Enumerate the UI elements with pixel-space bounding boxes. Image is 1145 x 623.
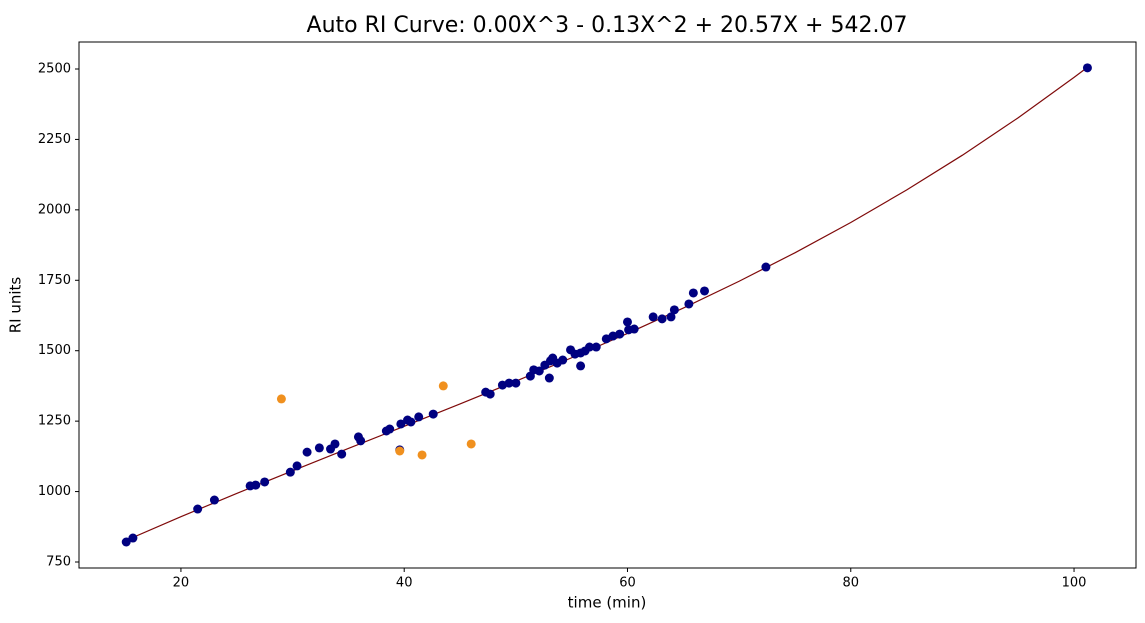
point (544, 373, 554, 383)
point (251, 480, 261, 490)
point (504, 378, 514, 388)
point (438, 381, 448, 391)
y-tick-label: 1500 (38, 343, 71, 358)
x-tick-label: 100 (1062, 576, 1087, 591)
point (615, 329, 625, 339)
x-tick-label: 80 (842, 576, 859, 591)
y-tick-label: 1250 (38, 414, 71, 429)
x-tick-label: 40 (396, 576, 413, 591)
point (121, 537, 131, 547)
point (591, 342, 601, 352)
point (558, 355, 568, 365)
point (417, 450, 427, 460)
y-tick-label: 2250 (38, 132, 71, 147)
point (209, 495, 219, 505)
point (302, 447, 312, 457)
y-tick-label: 2500 (38, 61, 71, 76)
point (395, 446, 405, 456)
chart-title: Auto RI Curve: 0.00X^3 - 0.13X^2 + 20.57… (307, 13, 908, 38)
point (485, 389, 495, 399)
y-tick-label: 1000 (38, 484, 71, 499)
point (314, 443, 324, 453)
point (629, 324, 639, 334)
point (1082, 63, 1092, 73)
y-tick-label: 2000 (38, 202, 71, 217)
point (385, 424, 395, 434)
plot-frame (78, 41, 1137, 569)
point (688, 288, 698, 298)
point (428, 409, 438, 419)
x-tick-label: 60 (619, 576, 636, 591)
point (396, 419, 406, 429)
point (466, 439, 476, 449)
point (622, 317, 632, 327)
point (285, 467, 295, 477)
point (406, 417, 416, 427)
y-tick-label: 1750 (38, 273, 71, 288)
point (276, 394, 286, 404)
y-tick-label: 750 (46, 554, 71, 569)
point (648, 312, 658, 322)
point (356, 436, 366, 446)
point (534, 366, 544, 376)
point (260, 477, 270, 487)
y-axis-label: RI units (7, 277, 25, 334)
x-tick-label: 20 (173, 576, 190, 591)
point (511, 378, 521, 388)
point (193, 504, 203, 514)
point (128, 533, 138, 543)
x-axis-label: time (min) (568, 594, 647, 612)
point (761, 262, 771, 272)
point (337, 449, 347, 459)
point (292, 461, 302, 471)
point (666, 312, 676, 322)
point (657, 314, 667, 324)
point (684, 299, 694, 309)
point (669, 305, 679, 315)
point (414, 412, 424, 422)
point (585, 342, 595, 352)
point (576, 361, 586, 371)
point (700, 286, 710, 296)
fit-curve (124, 68, 1086, 542)
point (330, 439, 340, 449)
